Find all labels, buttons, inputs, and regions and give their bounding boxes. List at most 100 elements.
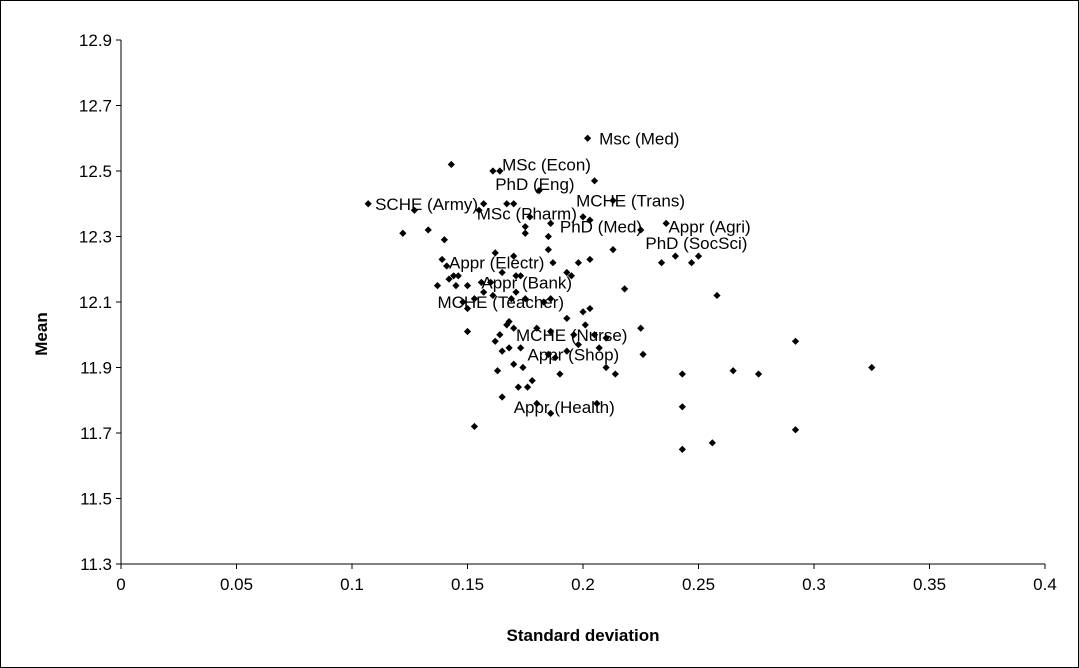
x-tick-label: 0.05 xyxy=(220,575,253,594)
data-point xyxy=(470,295,479,303)
data-point xyxy=(510,324,518,332)
data-point xyxy=(463,327,472,336)
data-point xyxy=(581,321,589,329)
data-point xyxy=(570,331,578,339)
data-point xyxy=(563,268,571,277)
data-point xyxy=(609,246,617,254)
point-label: PhD (SocSci) xyxy=(645,234,747,253)
data-point xyxy=(574,259,582,267)
data-point xyxy=(533,399,541,408)
data-point xyxy=(510,360,518,368)
data-point xyxy=(544,232,552,241)
y-axis-title: Mean xyxy=(32,312,51,355)
data-point xyxy=(586,304,594,313)
data-point xyxy=(364,200,372,208)
data-point xyxy=(579,308,587,316)
x-axis-title: Standard deviation xyxy=(506,626,659,645)
data-point xyxy=(535,187,543,195)
data-point xyxy=(505,344,513,352)
data-point xyxy=(521,229,529,237)
data-point xyxy=(593,399,601,408)
data-point xyxy=(544,246,552,254)
point-label: Appr (Agri) xyxy=(668,218,750,237)
data-point xyxy=(729,367,737,375)
data-point xyxy=(547,219,555,227)
data-point xyxy=(505,318,513,326)
axes xyxy=(116,39,1046,569)
y-tick-label: 12.5 xyxy=(79,162,112,181)
data-point xyxy=(590,177,599,185)
data-point xyxy=(678,403,686,411)
data-point xyxy=(637,226,645,234)
data-point xyxy=(510,200,518,208)
data-point xyxy=(454,272,462,280)
data-point xyxy=(523,383,532,391)
data-point xyxy=(551,354,559,362)
data-point xyxy=(609,196,617,205)
data-point xyxy=(694,252,703,260)
point-label: Appr (Shop) xyxy=(528,345,620,364)
data-point xyxy=(496,331,504,339)
data-point xyxy=(463,304,472,313)
data-point xyxy=(533,324,541,332)
point-label: Appr (Electr) xyxy=(449,254,544,273)
data-point xyxy=(620,285,629,293)
y-tick-label: 11.5 xyxy=(80,490,112,509)
point-label: MCHE (Nurse) xyxy=(516,326,627,345)
data-point xyxy=(498,268,506,277)
x-tick-label: 0.2 xyxy=(571,575,595,594)
data-point xyxy=(514,383,522,391)
point-label: Appr (Health) xyxy=(514,398,615,417)
data-point xyxy=(544,350,552,358)
data-point xyxy=(584,134,592,142)
y-tick-label: 11.7 xyxy=(80,424,112,443)
data-point xyxy=(496,167,504,175)
data-point xyxy=(595,344,603,352)
data-point xyxy=(521,223,529,231)
y-tick-label: 12.9 xyxy=(79,31,112,50)
data-point xyxy=(438,255,446,264)
data-point xyxy=(498,347,506,355)
data-point xyxy=(498,393,506,401)
x-tick-labels: 0 0.05 0.1 0.15 0.2 0.25 0.3 0.35 0.4 xyxy=(116,575,1057,594)
data-point xyxy=(399,229,407,237)
data-point xyxy=(517,272,525,280)
data-point xyxy=(579,213,587,221)
data-point xyxy=(519,363,527,372)
x-tick-label: 0.1 xyxy=(340,575,364,594)
data-point xyxy=(487,278,495,286)
data-point xyxy=(563,347,571,355)
data-point xyxy=(463,282,472,290)
data-point xyxy=(549,259,557,267)
data-point xyxy=(687,259,696,267)
data-point xyxy=(574,340,582,349)
data-point xyxy=(708,439,716,447)
data-point xyxy=(517,344,525,352)
data-point xyxy=(754,370,763,378)
data-point xyxy=(480,288,488,296)
data-point xyxy=(475,206,483,214)
point-label: PhD (Med) xyxy=(560,218,642,237)
point-label: SCHE (Army) xyxy=(375,195,478,214)
data-point xyxy=(510,252,518,260)
data-point xyxy=(639,350,647,358)
y-tick-label: 12.3 xyxy=(79,228,112,247)
data-point xyxy=(512,272,520,280)
x-tick-label: 0.3 xyxy=(802,575,826,594)
data-point xyxy=(713,291,721,300)
y-tick-label: 12.1 xyxy=(79,293,112,312)
data-point xyxy=(586,255,594,264)
data-point xyxy=(440,236,448,244)
data-point xyxy=(470,422,479,431)
point-label: Appr (Bank) xyxy=(481,273,572,292)
data-point xyxy=(521,295,529,303)
data-point xyxy=(503,200,511,208)
point-label: MCHE (Teacher) xyxy=(437,293,564,312)
data-point xyxy=(590,331,599,339)
data-point xyxy=(433,282,442,290)
x-tick-label: 0.35 xyxy=(913,575,946,594)
data-point xyxy=(480,200,488,208)
data-point xyxy=(447,160,455,169)
data-point xyxy=(528,377,536,385)
